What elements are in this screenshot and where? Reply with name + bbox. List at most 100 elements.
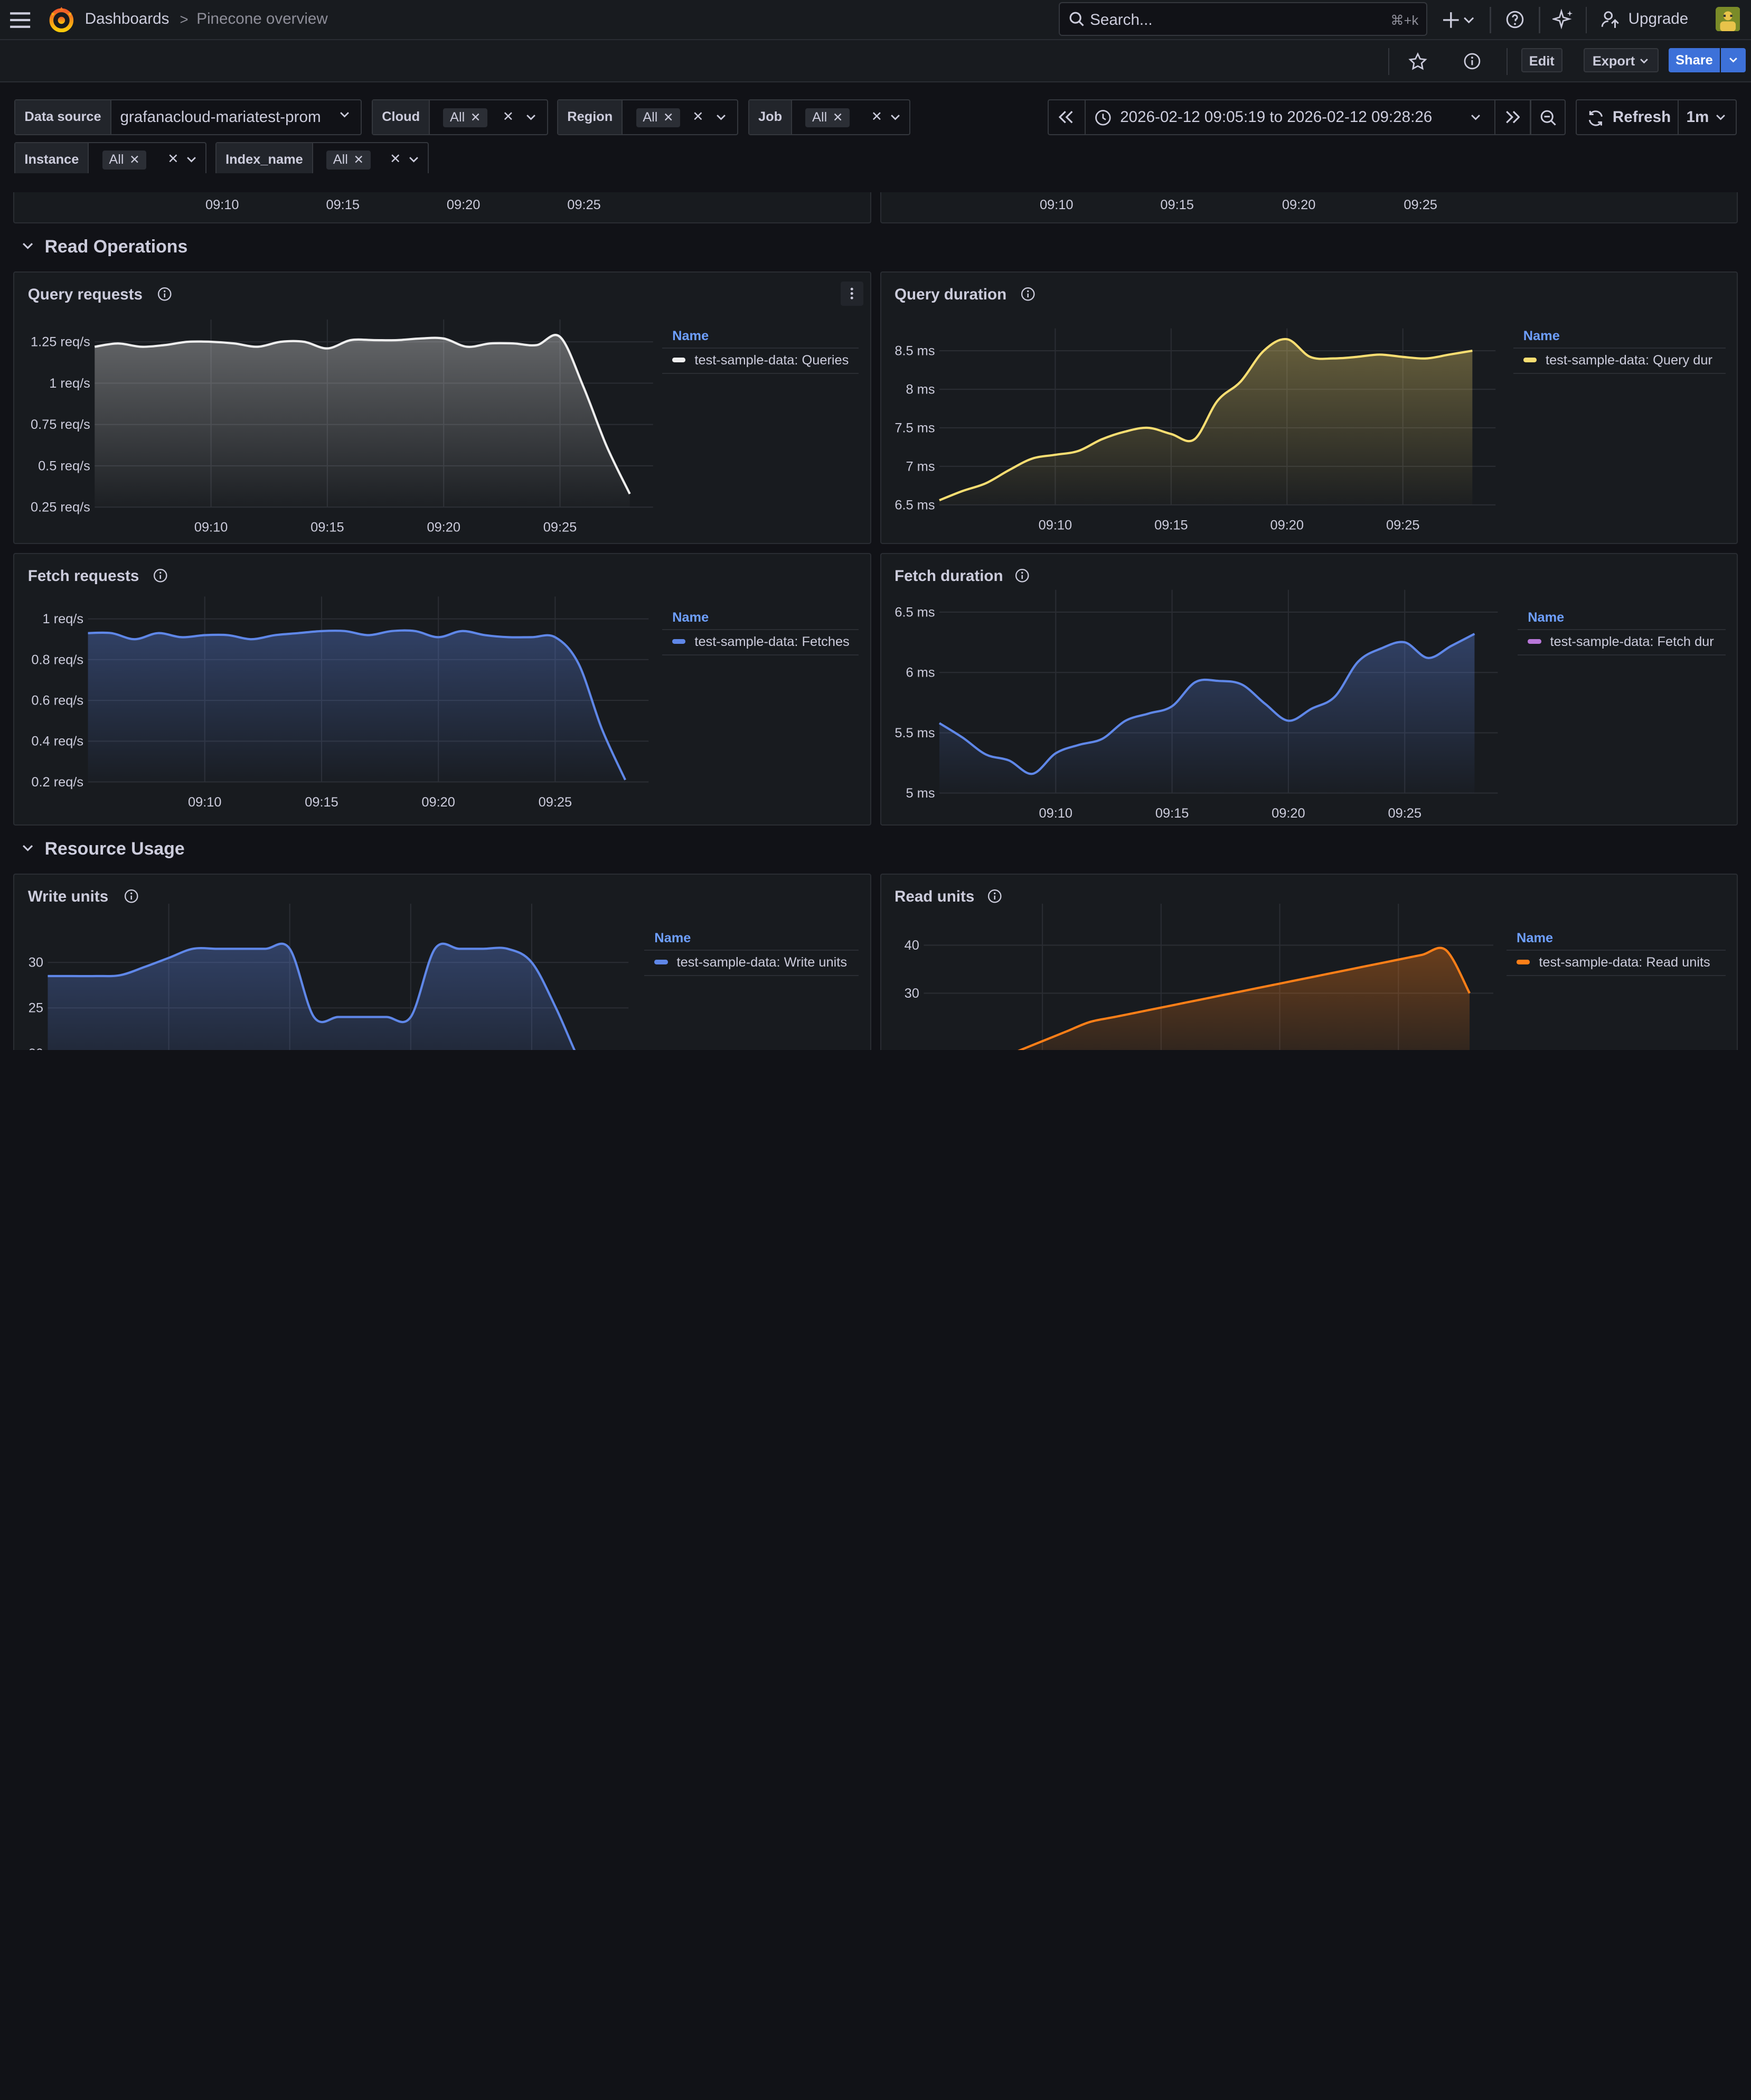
divider xyxy=(1490,6,1491,34)
legend-swatch xyxy=(672,639,686,644)
legend-item[interactable]: test-sample-data: Read units xyxy=(1517,955,1710,970)
info-icon[interactable] xyxy=(124,889,138,903)
y-tick-label: 6.5 ms xyxy=(895,605,935,620)
series-line[interactable] xyxy=(924,946,1471,1051)
series-line[interactable] xyxy=(48,942,605,1051)
zoom-out-icon[interactable] xyxy=(1540,109,1557,126)
x-tick-label: 09:15 xyxy=(1155,806,1189,821)
panel-title[interactable]: Fetch duration xyxy=(894,567,1003,585)
legend-header[interactable]: Name xyxy=(672,610,709,625)
chevron-down-icon xyxy=(890,114,900,120)
job-chip[interactable]: All ✕ xyxy=(805,108,850,127)
time-shift-back-icon[interactable] xyxy=(1058,110,1075,124)
x-tick-label: 09:20 xyxy=(1270,518,1304,532)
legend-item[interactable]: test-sample-data: Query dur xyxy=(1523,353,1712,368)
clear-icon[interactable]: ✕ xyxy=(871,109,882,125)
info-icon[interactable] xyxy=(157,287,172,301)
edit-button[interactable]: Edit xyxy=(1521,48,1562,73)
legend-divider xyxy=(662,629,859,630)
add-new-button[interactable] xyxy=(1443,11,1476,29)
variable-job[interactable]: Job All ✕ ✕ xyxy=(748,99,910,135)
info-icon[interactable] xyxy=(1021,287,1035,301)
time-range-label[interactable]: 2026-02-12 09:05:19 to 2026-02-12 09:28:… xyxy=(1120,108,1433,126)
legend-item[interactable]: test-sample-data: Queries xyxy=(672,353,849,368)
legend-header[interactable]: Name xyxy=(672,328,709,343)
chevron-down-icon[interactable] xyxy=(22,845,33,852)
upgrade-icon[interactable] xyxy=(1601,10,1620,29)
legend-label: test-sample-data: Queries xyxy=(694,353,849,368)
chevron-down-icon[interactable] xyxy=(1471,114,1481,121)
legend-header[interactable]: Name xyxy=(1517,930,1554,945)
index-name-chip[interactable]: All ✕ xyxy=(326,151,371,170)
legend-swatch xyxy=(1517,960,1530,964)
variable-instance[interactable]: Instance All ✕ ✕ xyxy=(14,142,207,178)
menu-icon[interactable] xyxy=(9,10,31,30)
x-tick-label: 09:10 xyxy=(188,795,222,810)
clear-icon[interactable]: ✕ xyxy=(167,152,179,167)
star-icon[interactable] xyxy=(1408,52,1427,71)
refresh-icon[interactable] xyxy=(1587,109,1605,127)
cloud-chip[interactable]: All ✕ xyxy=(443,108,487,127)
panel-title[interactable]: Fetch requests xyxy=(27,567,139,585)
panel-title[interactable]: Query requests xyxy=(27,286,143,304)
chart-svg: 40 30 xyxy=(904,903,1493,1051)
legend-header[interactable]: Name xyxy=(1528,610,1565,625)
refresh-interval-select[interactable]: 1m xyxy=(1686,108,1709,126)
instance-chip[interactable]: All ✕ xyxy=(102,151,147,170)
share-dropdown-button[interactable] xyxy=(1721,48,1746,73)
info-icon[interactable] xyxy=(987,889,1002,903)
dashboard-info-icon[interactable] xyxy=(1463,52,1481,70)
remove-chip-icon[interactable]: ✕ xyxy=(832,110,843,125)
panel-title[interactable]: Read units xyxy=(894,888,975,906)
remove-chip-icon[interactable]: ✕ xyxy=(663,110,674,125)
series-line[interactable] xyxy=(88,629,627,781)
clear-icon[interactable]: ✕ xyxy=(692,109,704,125)
panel-title[interactable]: Query duration xyxy=(894,286,1007,304)
remove-chip-icon[interactable]: ✕ xyxy=(353,153,364,167)
x-tick-label: 09:15 xyxy=(305,795,339,810)
user-avatar[interactable] xyxy=(1715,6,1740,32)
help-icon[interactable] xyxy=(1505,10,1524,29)
clear-icon[interactable]: ✕ xyxy=(390,152,401,167)
assistant-sparkle-icon[interactable] xyxy=(1552,8,1575,31)
legend-item[interactable]: test-sample-data: Fetch dur xyxy=(1528,634,1714,650)
grafana-logo[interactable] xyxy=(48,6,75,33)
panel-menu-button[interactable] xyxy=(841,281,863,306)
y-tick-label: 20 xyxy=(29,1046,43,1050)
remove-chip-icon[interactable]: ✕ xyxy=(470,110,481,125)
legend-item[interactable]: test-sample-data: Write units xyxy=(654,955,847,970)
row-title-read-operations[interactable]: Read Operations xyxy=(44,237,188,257)
legend-item[interactable]: test-sample-data: Fetches xyxy=(672,634,850,650)
refresh-button[interactable]: Refresh xyxy=(1612,108,1671,126)
legend-header[interactable]: Name xyxy=(1523,328,1560,343)
variable-index-name[interactable]: Index_name All ✕ ✕ xyxy=(215,142,429,178)
x-tick-label: 09:25 xyxy=(1404,198,1437,213)
legend-header[interactable]: Name xyxy=(654,930,691,945)
breadcrumb-separator: > xyxy=(180,11,189,28)
row-title-resource-usage[interactable]: Resource Usage xyxy=(44,839,185,859)
share-button[interactable]: Share xyxy=(1668,48,1720,73)
series-line[interactable] xyxy=(938,338,1473,502)
legend-divider xyxy=(662,347,859,349)
remove-chip-icon[interactable]: ✕ xyxy=(129,153,140,167)
variable-region[interactable]: Region All ✕ ✕ xyxy=(557,99,738,135)
clear-icon[interactable]: ✕ xyxy=(502,109,514,125)
info-icon[interactable] xyxy=(153,568,167,583)
info-icon[interactable] xyxy=(1015,568,1029,583)
search-input[interactable]: Search... ⌘+k xyxy=(1059,2,1427,36)
time-shift-forward-icon[interactable] xyxy=(1504,110,1520,124)
divider xyxy=(1539,6,1540,34)
series-line[interactable] xyxy=(95,334,631,494)
panel-title[interactable]: Write units xyxy=(27,888,109,906)
breadcrumb-dashboards[interactable]: Dashboards xyxy=(84,10,170,28)
chevron-down-icon[interactable] xyxy=(22,242,33,250)
region-chip[interactable]: All ✕ xyxy=(636,108,681,127)
upgrade-link[interactable]: Upgrade xyxy=(1628,10,1689,28)
variable-cloud[interactable]: Cloud All ✕ ✕ xyxy=(372,99,549,135)
series-line[interactable] xyxy=(938,633,1475,775)
chevron-down-icon xyxy=(526,114,536,120)
divider xyxy=(1494,100,1495,134)
x-tick-label: 09:20 xyxy=(446,198,481,213)
variable-datasource[interactable]: Data source grafanacloud-mariatest-prom xyxy=(14,99,362,135)
export-button[interactable]: Export xyxy=(1584,48,1659,73)
